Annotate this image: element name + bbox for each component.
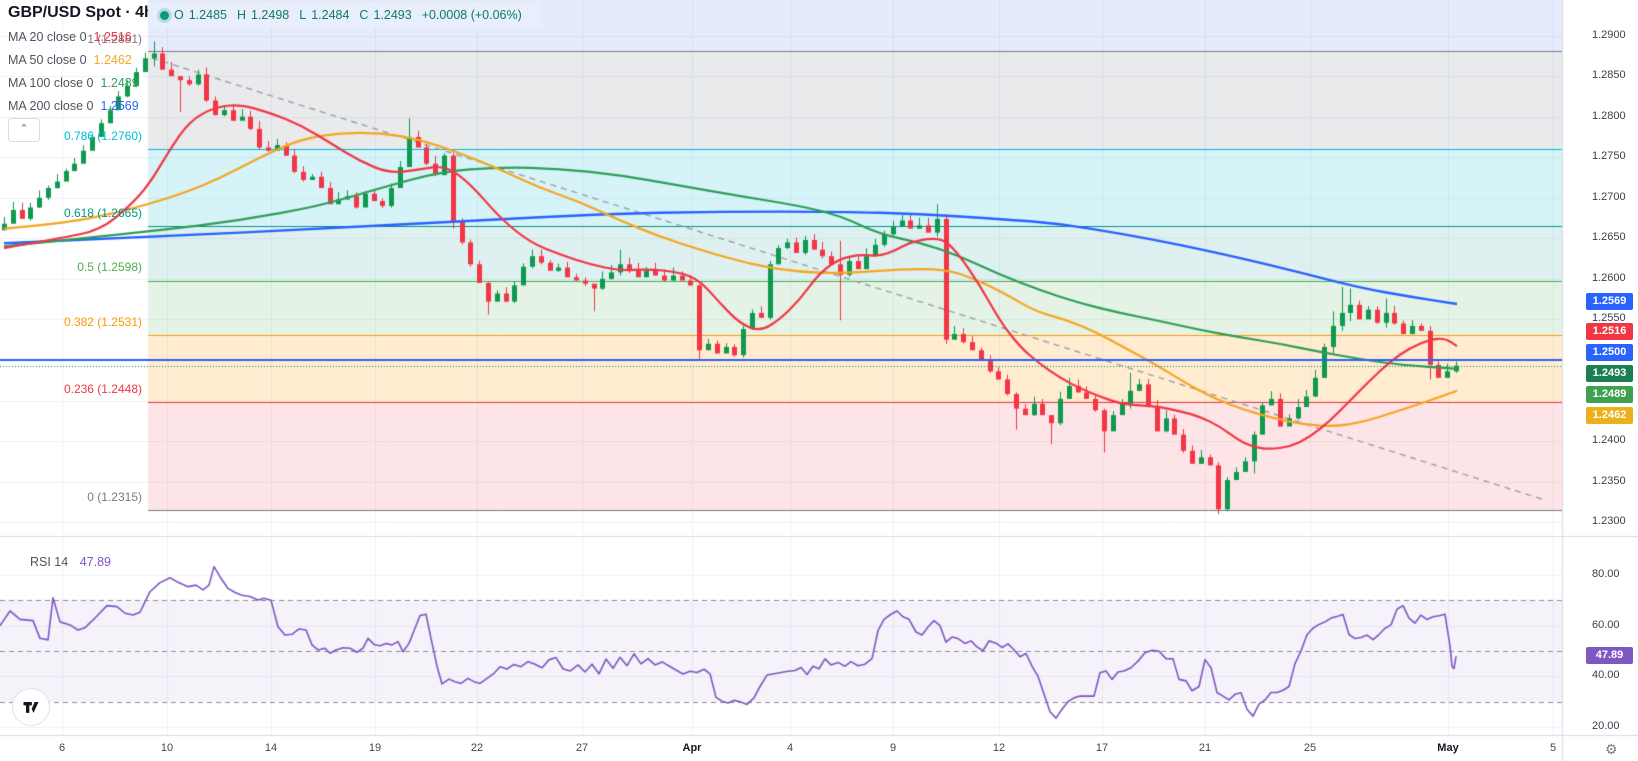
ohlc-close-label: C bbox=[359, 8, 369, 22]
ohlc-low-label: L bbox=[299, 8, 307, 22]
symbol-status-icon bbox=[160, 10, 169, 20]
ma-legend-row: MA 200 close 0 1.2569 bbox=[8, 99, 139, 113]
rsi-value-badge: 47.89 bbox=[1586, 647, 1633, 664]
fib-level-label: 0.618 (1.2665) bbox=[63, 206, 142, 220]
ma-value: 1.2462 bbox=[93, 53, 132, 67]
price-badge: 1.2489 bbox=[1586, 386, 1633, 403]
axis-settings-gear-icon[interactable]: ⚙ bbox=[1605, 741, 1618, 757]
time-tick-label: 14 bbox=[264, 742, 278, 754]
price-tick-label: 1.2900 bbox=[1592, 28, 1626, 41]
price-badge: 1.2493 bbox=[1586, 365, 1633, 382]
time-tick-label: 19 bbox=[368, 742, 382, 754]
rsi-value: 47.89 bbox=[79, 555, 111, 569]
time-tick-label: 17 bbox=[1095, 742, 1109, 754]
price-tick-label: 1.2650 bbox=[1592, 231, 1626, 244]
time-tick-label: May bbox=[1437, 742, 1459, 754]
rsi-tick-label: 40.00 bbox=[1592, 669, 1620, 682]
ma-label: MA 200 close 0 bbox=[8, 99, 94, 113]
rsi-tick-label: 80.00 bbox=[1592, 568, 1620, 580]
ohlc-open-label: O bbox=[174, 8, 184, 22]
time-tick-label: 10 bbox=[160, 742, 174, 754]
price-tick-label: 1.2700 bbox=[1592, 190, 1626, 203]
price-badge: 1.2569 bbox=[1586, 293, 1633, 310]
ma-legend-row: MA 50 close 0 1.2462 bbox=[8, 53, 132, 67]
rsi-indicator-label: RSI 14 bbox=[30, 555, 69, 569]
time-axis[interactable] bbox=[0, 735, 1638, 761]
price-tick-label: 1.2350 bbox=[1592, 474, 1626, 487]
fib-level-label: 0.5 (1.2598) bbox=[77, 260, 142, 274]
time-tick-label: 27 bbox=[575, 742, 589, 754]
price-tick-label: 1.2600 bbox=[1592, 271, 1626, 284]
price-badge: 1.2516 bbox=[1586, 323, 1633, 340]
price-badge: 1.2500 bbox=[1586, 344, 1633, 361]
time-tick-label: 9 bbox=[889, 742, 897, 754]
ohlc-close-value: 1.2493 bbox=[373, 8, 412, 22]
price-tick-label: 1.2300 bbox=[1592, 515, 1626, 528]
fib-level-label: 0 (1.2315) bbox=[87, 490, 142, 504]
ma-value: 1.2516 bbox=[93, 30, 132, 44]
price-tick-label: 1.2800 bbox=[1592, 109, 1626, 122]
time-tick-label: 22 bbox=[470, 742, 484, 754]
fib-level-label: 1 (1.2881) bbox=[87, 32, 142, 46]
ma-label: MA 50 close 0 bbox=[8, 53, 87, 67]
ma-legend-row: MA 100 close 0 1.2489 bbox=[8, 76, 139, 90]
time-tick-label: 12 bbox=[992, 742, 1006, 754]
time-tick-label: 25 bbox=[1303, 742, 1317, 754]
ma-label: MA 100 close 0 bbox=[8, 76, 94, 90]
fib-level-label: 0.236 (1.2448) bbox=[63, 382, 142, 396]
fib-level-label: 0.382 (1.2531) bbox=[63, 315, 142, 329]
symbol-title[interactable]: GBP/USD Spot · 4h bbox=[8, 4, 154, 21]
tv-glyph bbox=[23, 702, 39, 713]
time-tick-label: 21 bbox=[1198, 742, 1212, 754]
time-tick-label: 5 bbox=[1549, 742, 1557, 754]
price-tick-label: 1.2850 bbox=[1592, 69, 1626, 82]
time-tick-label: 4 bbox=[786, 742, 794, 754]
fib-level-label: 0.786 (1.2760) bbox=[63, 129, 142, 143]
ohlc-high-label: H bbox=[236, 8, 246, 22]
ohlc-bar: O 1.2485 H 1.2498 L 1.2484 C 1.2493 +0.0008 … bbox=[148, 2, 541, 28]
collapse-legend-button[interactable]: ⌃ bbox=[8, 118, 40, 142]
price-tick-label: 1.2750 bbox=[1592, 150, 1626, 163]
rsi-tick-label: 60.00 bbox=[1592, 618, 1620, 631]
ohlc-low-value: 1.2484 bbox=[311, 8, 350, 22]
ma-value: 1.2569 bbox=[100, 99, 139, 113]
rsi-tick-label: 20.00 bbox=[1592, 719, 1620, 732]
ohlc-open-value: 1.2485 bbox=[188, 8, 227, 22]
rsi-legend: RSI 14 47.89 bbox=[30, 555, 111, 569]
ma-legend-row: MA 20 close 0 1.2516 bbox=[8, 30, 132, 44]
tradingview-logo-icon[interactable] bbox=[12, 688, 50, 726]
price-badge: 1.2462 bbox=[1586, 407, 1633, 424]
ma-value: 1.2489 bbox=[100, 76, 139, 90]
time-tick-label: 6 bbox=[58, 742, 66, 754]
ohlc-change: +0.0008 (+0.06%) bbox=[421, 8, 522, 22]
ma-label: MA 20 close 0 bbox=[8, 30, 87, 44]
price-tick-label: 1.2400 bbox=[1592, 434, 1626, 447]
ohlc-high-value: 1.2498 bbox=[251, 8, 290, 22]
time-tick-label: Apr bbox=[682, 742, 702, 754]
price-tick-label: 1.2550 bbox=[1592, 312, 1626, 325]
